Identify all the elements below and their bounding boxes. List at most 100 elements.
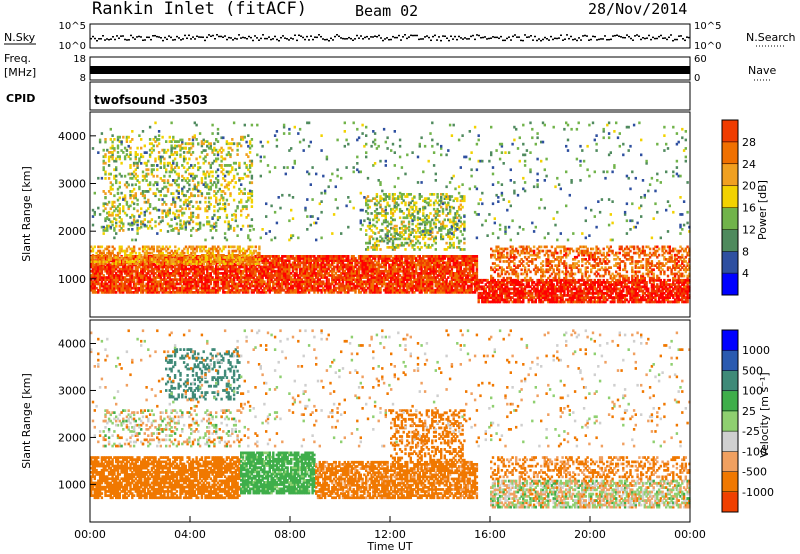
power-cell xyxy=(195,257,198,260)
power-cell xyxy=(275,280,279,284)
power-cell xyxy=(266,255,270,258)
power-cell xyxy=(384,263,387,267)
power-cell xyxy=(365,267,368,271)
power-cell xyxy=(202,267,205,271)
power-cell xyxy=(241,288,245,292)
power-cell xyxy=(170,265,173,269)
power-cell xyxy=(318,280,321,284)
power-cell xyxy=(332,291,336,294)
power-cell xyxy=(456,255,459,258)
power-cell xyxy=(141,280,145,284)
power-cell xyxy=(129,265,132,269)
power-cell xyxy=(256,284,259,288)
power-cell xyxy=(306,274,309,277)
power-cell xyxy=(475,267,479,271)
power-cell xyxy=(131,269,134,273)
power-cell xyxy=(407,263,411,267)
power-cell xyxy=(116,280,120,284)
power-cell xyxy=(173,269,177,273)
power-cell xyxy=(354,278,357,281)
nsky-point xyxy=(486,38,488,40)
power-cell xyxy=(286,255,289,258)
nsky-point xyxy=(650,38,652,41)
power-cell xyxy=(313,278,316,281)
freq-trace xyxy=(90,66,690,74)
power-cell xyxy=(257,284,261,288)
power-cell xyxy=(320,291,323,294)
nsky-point xyxy=(484,36,486,38)
nsky-point xyxy=(640,38,642,41)
power-cell xyxy=(366,272,370,275)
nsky-point xyxy=(156,35,158,38)
power-cell xyxy=(211,251,215,255)
power-cell xyxy=(288,282,291,286)
power-cell xyxy=(195,291,198,294)
power-cell xyxy=(134,267,137,271)
power-cell xyxy=(411,291,414,294)
power-cell xyxy=(256,278,259,281)
nsearch-tick-bottom: 10^0 xyxy=(694,41,721,52)
power-cell xyxy=(174,245,177,249)
power-cell xyxy=(309,261,312,265)
power-cell xyxy=(400,280,404,284)
power-cell xyxy=(443,255,446,258)
power-cell xyxy=(348,284,352,288)
power-cell xyxy=(447,288,450,292)
power-cell xyxy=(106,288,109,292)
power-cell xyxy=(425,278,429,281)
power-cell xyxy=(241,284,245,288)
power-cell xyxy=(423,261,427,265)
power-cell xyxy=(354,259,357,262)
power-cell xyxy=(368,255,371,258)
power-cell xyxy=(141,276,145,279)
power-cell xyxy=(420,288,423,292)
power-cell xyxy=(366,282,370,286)
power-cell xyxy=(127,245,130,249)
power-cell xyxy=(172,251,175,255)
power-cell xyxy=(334,272,337,275)
power-cell xyxy=(106,291,109,294)
power-cell xyxy=(409,280,412,284)
power-cell xyxy=(350,255,354,258)
power-cell xyxy=(290,280,293,284)
power-cell xyxy=(347,272,350,275)
power-cell xyxy=(238,291,241,294)
power-cell xyxy=(350,257,354,260)
power-cell xyxy=(173,278,177,281)
power-cell xyxy=(241,265,245,269)
power-cell xyxy=(273,259,277,262)
power-cell xyxy=(90,280,93,284)
power-cell xyxy=(331,276,334,279)
power-cell xyxy=(193,262,197,266)
power-cell xyxy=(261,288,264,292)
power-cell xyxy=(159,256,163,259)
power-cell xyxy=(647,287,650,291)
power-cell xyxy=(397,280,400,284)
power-cell xyxy=(256,280,259,284)
power-cell xyxy=(177,260,181,263)
power-cell xyxy=(345,278,348,281)
power-cell xyxy=(241,280,245,284)
power-cell xyxy=(175,280,179,284)
power-cell xyxy=(386,259,389,262)
power-cell xyxy=(286,267,289,271)
power-cell xyxy=(425,255,429,258)
power-cell xyxy=(302,276,305,279)
power-cell xyxy=(432,291,436,294)
power-cell xyxy=(272,263,275,267)
nsky-point xyxy=(368,38,370,40)
power-cell xyxy=(131,278,134,281)
power-cell xyxy=(350,269,354,273)
nsky-point xyxy=(636,34,638,36)
power-cell xyxy=(181,291,184,294)
power-cell xyxy=(429,286,432,290)
power-cell xyxy=(243,284,246,288)
power-cell xyxy=(470,261,473,265)
power-cell xyxy=(273,288,277,292)
power-cell xyxy=(266,267,270,271)
power-cell xyxy=(200,260,204,263)
power-cell xyxy=(216,284,220,288)
power-cell xyxy=(366,255,370,258)
power-cell xyxy=(118,276,121,279)
power-cell xyxy=(473,257,477,260)
